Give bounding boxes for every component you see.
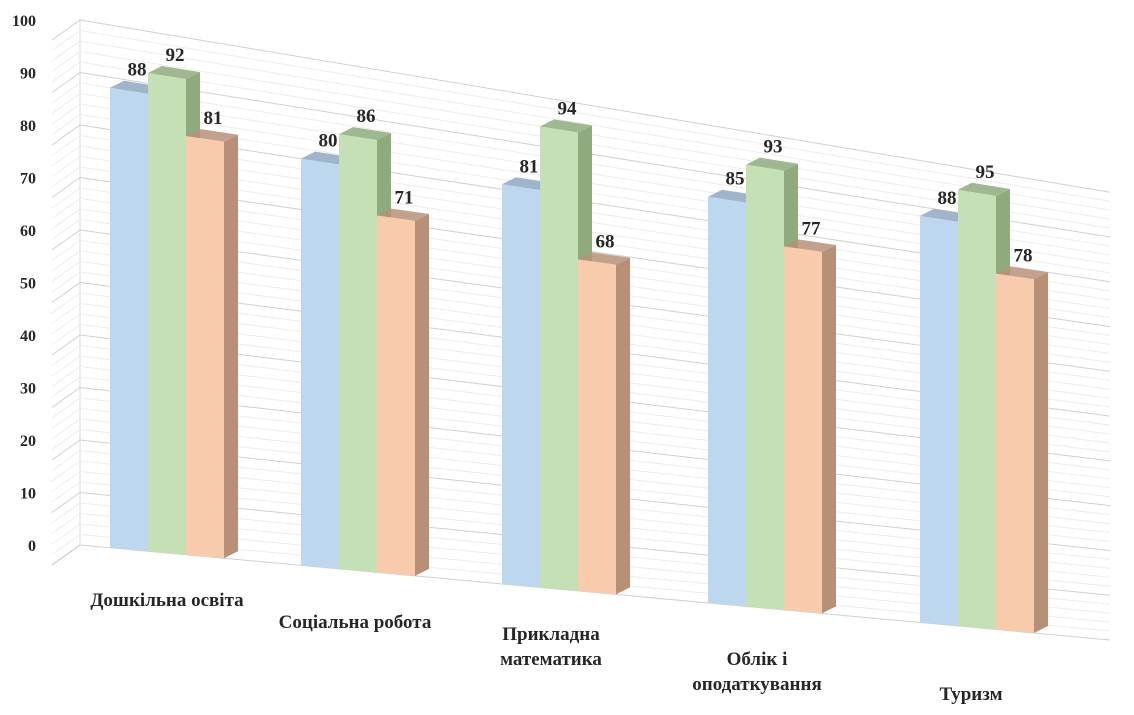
bar-front (540, 126, 578, 591)
bar-front (148, 72, 186, 555)
y-tick-label: 80 (20, 118, 36, 135)
bar-front (502, 184, 540, 588)
bar-front (958, 189, 996, 630)
y-tick-label: 0 (28, 538, 36, 555)
bar-front (996, 273, 1034, 633)
bar-front (301, 158, 339, 569)
bar (996, 266, 1048, 633)
bar-side (1034, 272, 1048, 633)
bar-front (708, 196, 746, 607)
bar (578, 252, 630, 595)
data-labels: 88 92 81 80 86 71 81 94 68 85 93 77 88 95 78 (128, 45, 1033, 267)
y-tick-label: 20 (20, 433, 36, 450)
bar-top (186, 128, 238, 142)
y-tick-label: 90 (20, 66, 36, 83)
data-label: 88 (938, 188, 957, 209)
y-tick-label: 50 (20, 276, 36, 293)
bar-top (784, 239, 836, 253)
data-label: 94 (558, 98, 578, 119)
y-tick-label: 100 (12, 13, 36, 30)
category-label: Соціальна робота (279, 612, 432, 633)
category-label: Облік і оподаткування (692, 649, 821, 695)
bar-front (746, 164, 784, 610)
bar-front (920, 215, 958, 626)
category-label: Туризм (939, 684, 1002, 705)
y-tick-label: 70 (20, 171, 36, 188)
data-label: 68 (596, 231, 615, 252)
data-label: 86 (357, 106, 376, 127)
data-label: 81 (520, 156, 539, 177)
y-tick-label: 10 (20, 486, 36, 503)
bar (377, 208, 429, 576)
bar-top (540, 119, 592, 133)
bar-top (746, 157, 798, 171)
bar-front (578, 259, 616, 595)
bar-top (996, 266, 1048, 280)
gridline (51, 40, 1111, 211)
bar-front (186, 135, 224, 559)
bar-side (822, 245, 836, 614)
data-label: 80 (319, 131, 338, 152)
category-labels: Дошкільна освіта Соціальна робота Прикладн… (90, 590, 1002, 705)
data-label: 95 (976, 162, 995, 183)
gridline (51, 29, 1111, 202)
floor-edge (51, 544, 81, 566)
y-tick-label: 40 (20, 328, 36, 345)
bar-top (148, 65, 200, 80)
data-label: 93 (764, 137, 783, 158)
bar-top (377, 208, 429, 221)
gridline (51, 19, 1111, 193)
bar (186, 128, 238, 559)
category-label: Дошкільна освіта (90, 590, 244, 611)
bar (784, 239, 836, 614)
bar-side (224, 134, 238, 559)
bar-front (110, 87, 148, 552)
data-label: 81 (204, 108, 223, 129)
bar-side (415, 213, 429, 576)
bar-side (616, 257, 630, 595)
y-axis-ticks: 0 10 20 30 40 50 60 70 80 90 100 (12, 13, 36, 555)
bar-top (339, 127, 391, 141)
data-label: 92 (166, 45, 185, 66)
category-label: Прикладна математика (500, 624, 602, 670)
y-tick-label: 30 (20, 381, 36, 398)
y-tick-label: 60 (20, 223, 36, 240)
data-label: 88 (128, 60, 147, 81)
data-label: 77 (802, 218, 822, 239)
data-label: 71 (395, 187, 414, 208)
bar-top (958, 182, 1010, 197)
bar-front (377, 215, 415, 576)
bar-front (784, 246, 822, 614)
bars (110, 65, 1048, 633)
data-label: 78 (1014, 246, 1033, 267)
data-label: 85 (726, 169, 745, 190)
bar-top (578, 252, 630, 265)
bar-front (339, 134, 377, 573)
